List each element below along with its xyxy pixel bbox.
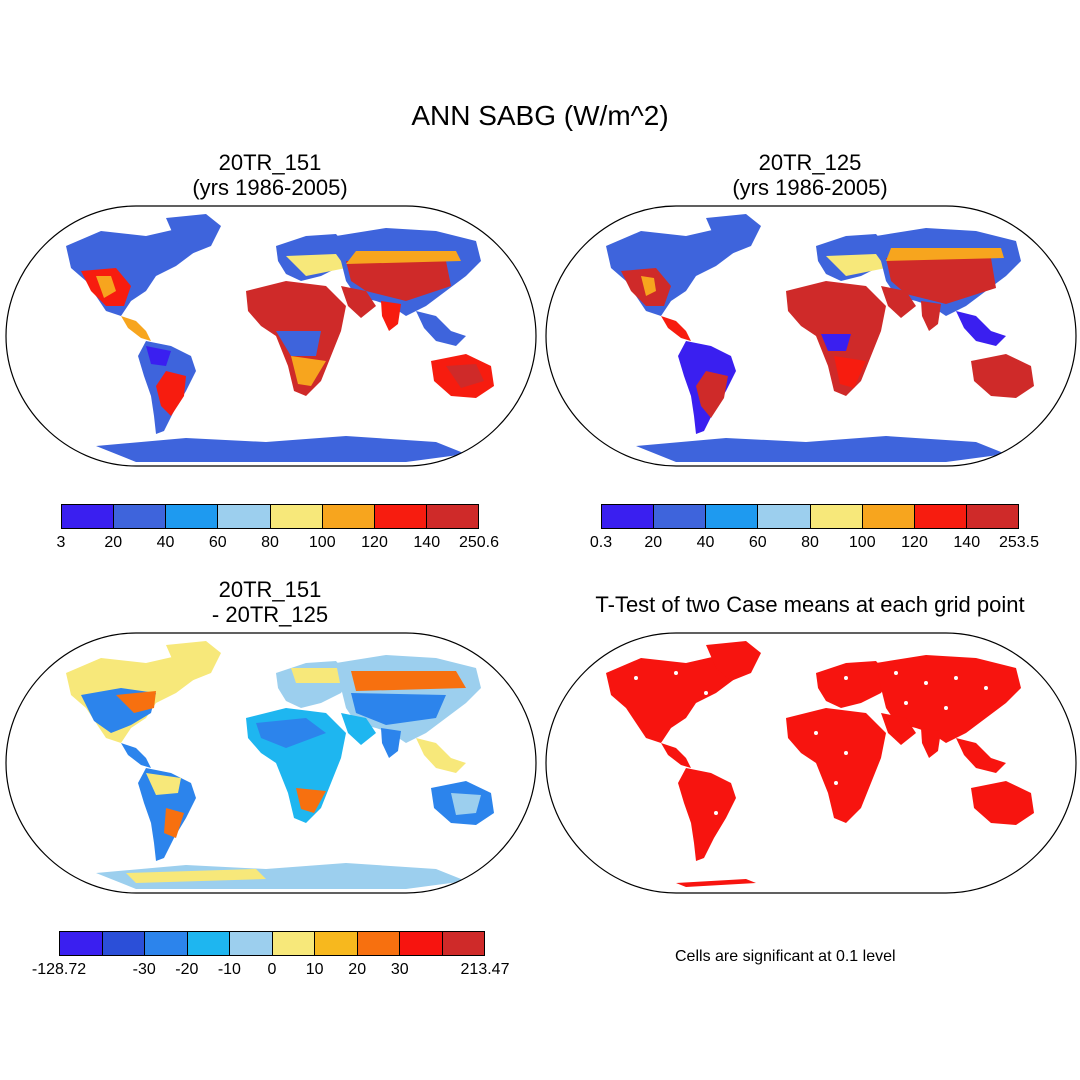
colorbar-tick-label: 20 xyxy=(644,534,663,551)
map-bottom-right xyxy=(545,632,1077,894)
colorbar-cell xyxy=(114,505,167,528)
colorbar-cell xyxy=(914,505,967,528)
colorbar-bottom-left xyxy=(59,931,485,956)
panel-title-line2: (yrs 1986-2005) xyxy=(192,175,348,200)
colorbar-cell xyxy=(810,505,863,528)
colorbar-cell xyxy=(426,505,478,528)
colorbar-tick-label: 0 xyxy=(267,961,277,978)
colorbar-tick-label: 40 xyxy=(156,534,175,551)
colorbar-tick-label: 60 xyxy=(748,534,767,551)
colorbar-tick-label: 10 xyxy=(305,961,324,978)
colorbar-cell xyxy=(442,932,484,955)
colorbar-cell xyxy=(357,932,400,955)
colorbar-cell xyxy=(270,505,323,528)
colorbar-tick-label: 140 xyxy=(953,534,981,551)
colorbar-tick-label: 120 xyxy=(361,534,388,551)
map-top-left xyxy=(5,205,537,467)
colorbar-cell xyxy=(166,505,219,528)
colorbar-cell xyxy=(966,505,1018,528)
panel-title-line1: 20TR_151 xyxy=(218,577,322,602)
colorbar-tick-label: 20 xyxy=(104,534,123,551)
map-top-right xyxy=(545,205,1077,467)
colorbar-cell xyxy=(315,932,358,955)
panel-title-bottom-left: 20TR_151 - 20TR_125 xyxy=(60,577,480,627)
colorbar-tick-label: 30 xyxy=(390,961,409,978)
colorbar-tick-label: 140 xyxy=(413,534,441,551)
colorbar-cell xyxy=(145,932,188,955)
panel-title-line1: 20TR_151 xyxy=(218,150,322,175)
colorbar-tick-label: 60 xyxy=(208,534,227,551)
colorbar-cell xyxy=(374,505,427,528)
colorbar-tick-label: 213.47 xyxy=(460,961,510,978)
colorbar-cell xyxy=(62,505,115,528)
colorbar-tick-label: 100 xyxy=(308,534,336,551)
significance-footnote: Cells are significant at 0.1 level xyxy=(675,948,896,965)
colorbar-tick-label: 40 xyxy=(696,534,715,551)
panel-title-top-left: 20TR_151 (yrs 1986-2005) xyxy=(60,150,480,200)
colorbar-tick-label: 253.5 xyxy=(998,534,1040,551)
panel-title-line2: - 20TR_125 xyxy=(211,602,329,627)
colorbar-cell xyxy=(230,932,273,955)
colorbar-tick-label: -30 xyxy=(132,961,156,978)
colorbar-tick-label: -10 xyxy=(217,961,241,978)
colorbar-tick-label: -128.72 xyxy=(31,961,87,978)
colorbar-cell xyxy=(862,505,915,528)
colorbar-top-right xyxy=(601,504,1019,529)
colorbar-tick-label: 80 xyxy=(801,534,819,551)
panel-title-bottom-right: T-Test of two Case means at each grid po… xyxy=(595,592,1025,617)
colorbar-cell xyxy=(400,932,443,955)
colorbar-cell xyxy=(60,932,103,955)
colorbar-tick-label: 20 xyxy=(348,961,367,978)
colorbar-cell xyxy=(187,932,230,955)
colorbar-tick-label: 100 xyxy=(848,534,876,551)
colorbar-cell xyxy=(272,932,315,955)
colorbar-tick-label: 120 xyxy=(901,534,928,551)
colorbar-tick-label: 3 xyxy=(56,534,66,551)
map-bottom-left xyxy=(5,632,537,894)
colorbar-cell xyxy=(102,932,145,955)
colorbar-top-left xyxy=(61,504,479,529)
panel-title-line2: (yrs 1986-2005) xyxy=(732,175,888,200)
colorbar-cell xyxy=(654,505,707,528)
colorbar-cell xyxy=(602,505,655,528)
panel-title-line1: 20TR_125 xyxy=(758,150,862,175)
colorbar-cell xyxy=(758,505,811,528)
panel-title-top-right: 20TR_125 (yrs 1986-2005) xyxy=(600,150,1020,200)
colorbar-cell xyxy=(706,505,759,528)
main-title: ANN SABG (W/m^2) xyxy=(411,100,669,131)
colorbar-cell xyxy=(218,505,271,528)
colorbar-tick-label: 80 xyxy=(261,534,279,551)
colorbar-tick-label: -20 xyxy=(175,961,199,978)
colorbar-tick-label: 0.3 xyxy=(589,534,613,551)
colorbar-tick-label: 250.6 xyxy=(458,534,500,551)
colorbar-cell xyxy=(322,505,375,528)
